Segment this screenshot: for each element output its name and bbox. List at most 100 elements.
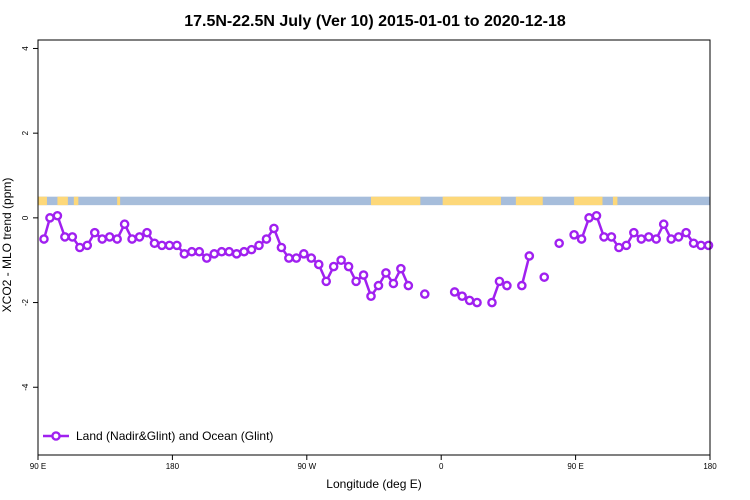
data-point bbox=[45, 213, 55, 223]
data-point bbox=[157, 240, 167, 251]
data-point bbox=[269, 223, 279, 234]
chart-title: 17.5N-22.5N July (Ver 10) 2015-01-01 to … bbox=[184, 13, 566, 30]
data-point bbox=[472, 297, 482, 308]
data-point bbox=[464, 295, 475, 306]
data-point bbox=[381, 268, 391, 278]
data-point bbox=[621, 240, 632, 251]
data-point bbox=[149, 238, 160, 249]
data-point bbox=[569, 229, 579, 240]
x-tick-label: 90 E bbox=[567, 462, 583, 471]
land-ocean-band bbox=[38, 196, 710, 206]
data-point bbox=[366, 291, 376, 301]
data-point bbox=[419, 289, 430, 299]
data-point bbox=[112, 234, 122, 244]
data-point bbox=[321, 276, 332, 287]
land-band-segment bbox=[371, 196, 421, 206]
y-tick-label: -4 bbox=[21, 383, 30, 391]
data-point bbox=[636, 234, 647, 244]
data-point bbox=[306, 253, 317, 263]
y-axis: -4 -2 0 2 4 bbox=[21, 46, 38, 391]
data-point bbox=[336, 255, 346, 266]
data-point bbox=[396, 263, 406, 274]
data-point bbox=[239, 246, 249, 257]
data-point bbox=[216, 246, 227, 257]
data-point bbox=[666, 234, 676, 244]
land-band-segment bbox=[574, 196, 603, 206]
plot-frame bbox=[37, 39, 711, 456]
data-point bbox=[187, 246, 197, 257]
data-point bbox=[246, 244, 257, 255]
data-point bbox=[39, 234, 49, 244]
data-point bbox=[89, 227, 100, 238]
data-point bbox=[487, 297, 497, 308]
data-point bbox=[554, 238, 564, 249]
data-point bbox=[119, 219, 130, 230]
y-tick-label: -2 bbox=[21, 298, 30, 306]
data-point bbox=[291, 253, 302, 263]
data-point bbox=[134, 232, 145, 242]
data-point bbox=[209, 249, 220, 259]
data-point bbox=[261, 234, 272, 244]
data-point bbox=[313, 259, 324, 270]
data-point bbox=[651, 234, 662, 244]
x-axis: 90 E 180 90 W 0 90 E 180 bbox=[30, 455, 717, 471]
data-point bbox=[576, 234, 587, 244]
data-point bbox=[599, 232, 609, 242]
data-point bbox=[179, 249, 190, 259]
data-point bbox=[254, 240, 264, 251]
data-point bbox=[584, 213, 594, 223]
data-point bbox=[658, 219, 669, 230]
data-point bbox=[388, 278, 399, 289]
data-point bbox=[673, 232, 684, 242]
legend-marker bbox=[51, 431, 61, 441]
data-point bbox=[276, 242, 287, 253]
data-point bbox=[172, 240, 182, 251]
data-point bbox=[696, 240, 706, 251]
data-point bbox=[681, 227, 691, 238]
data-point bbox=[194, 246, 205, 257]
legend-label: Land (Nadir&Glint) and Ocean (Glint) bbox=[76, 429, 273, 443]
data-point bbox=[142, 227, 152, 238]
land-band-segment bbox=[117, 196, 121, 206]
legend: Land (Nadir&Glint) and Ocean (Glint) bbox=[43, 429, 273, 443]
data-point bbox=[403, 280, 414, 291]
x-tick-label: 90 W bbox=[297, 462, 316, 471]
data-point bbox=[449, 287, 460, 297]
data-point bbox=[201, 253, 212, 263]
data-point bbox=[284, 253, 294, 263]
x-tick-label: 90 E bbox=[30, 462, 46, 471]
series-line bbox=[520, 255, 531, 286]
data-point bbox=[643, 232, 654, 242]
x-axis-label: Longitude (deg E) bbox=[326, 477, 421, 491]
data-point bbox=[299, 249, 309, 259]
land-band-segment bbox=[442, 196, 501, 206]
data-point bbox=[328, 261, 339, 272]
data-point bbox=[457, 291, 467, 301]
x-tick-label: 180 bbox=[703, 462, 717, 471]
y-tick-label: 0 bbox=[21, 215, 30, 220]
land-band-segment bbox=[38, 196, 47, 206]
y-tick-label: 4 bbox=[21, 46, 30, 51]
y-tick-label: 2 bbox=[21, 130, 30, 135]
data-point bbox=[373, 280, 384, 291]
data-point bbox=[97, 234, 108, 244]
data-point bbox=[614, 242, 624, 253]
land-band-segment bbox=[612, 196, 618, 206]
data-point bbox=[517, 280, 527, 291]
data-point bbox=[606, 232, 617, 242]
data-point bbox=[82, 240, 93, 251]
data-point bbox=[67, 232, 78, 242]
data-point bbox=[494, 276, 505, 287]
data-point bbox=[629, 227, 639, 238]
data-point bbox=[104, 232, 115, 242]
data-point bbox=[539, 272, 550, 282]
data-point bbox=[164, 240, 175, 251]
x-tick-label: 0 bbox=[439, 462, 444, 471]
data-point bbox=[703, 240, 714, 251]
land-band-segment bbox=[57, 196, 68, 206]
y-axis-label: XCO2 - MLO trend (ppm) bbox=[0, 178, 14, 313]
data-point bbox=[688, 238, 699, 249]
data-point bbox=[231, 249, 242, 259]
data-point bbox=[75, 242, 85, 253]
